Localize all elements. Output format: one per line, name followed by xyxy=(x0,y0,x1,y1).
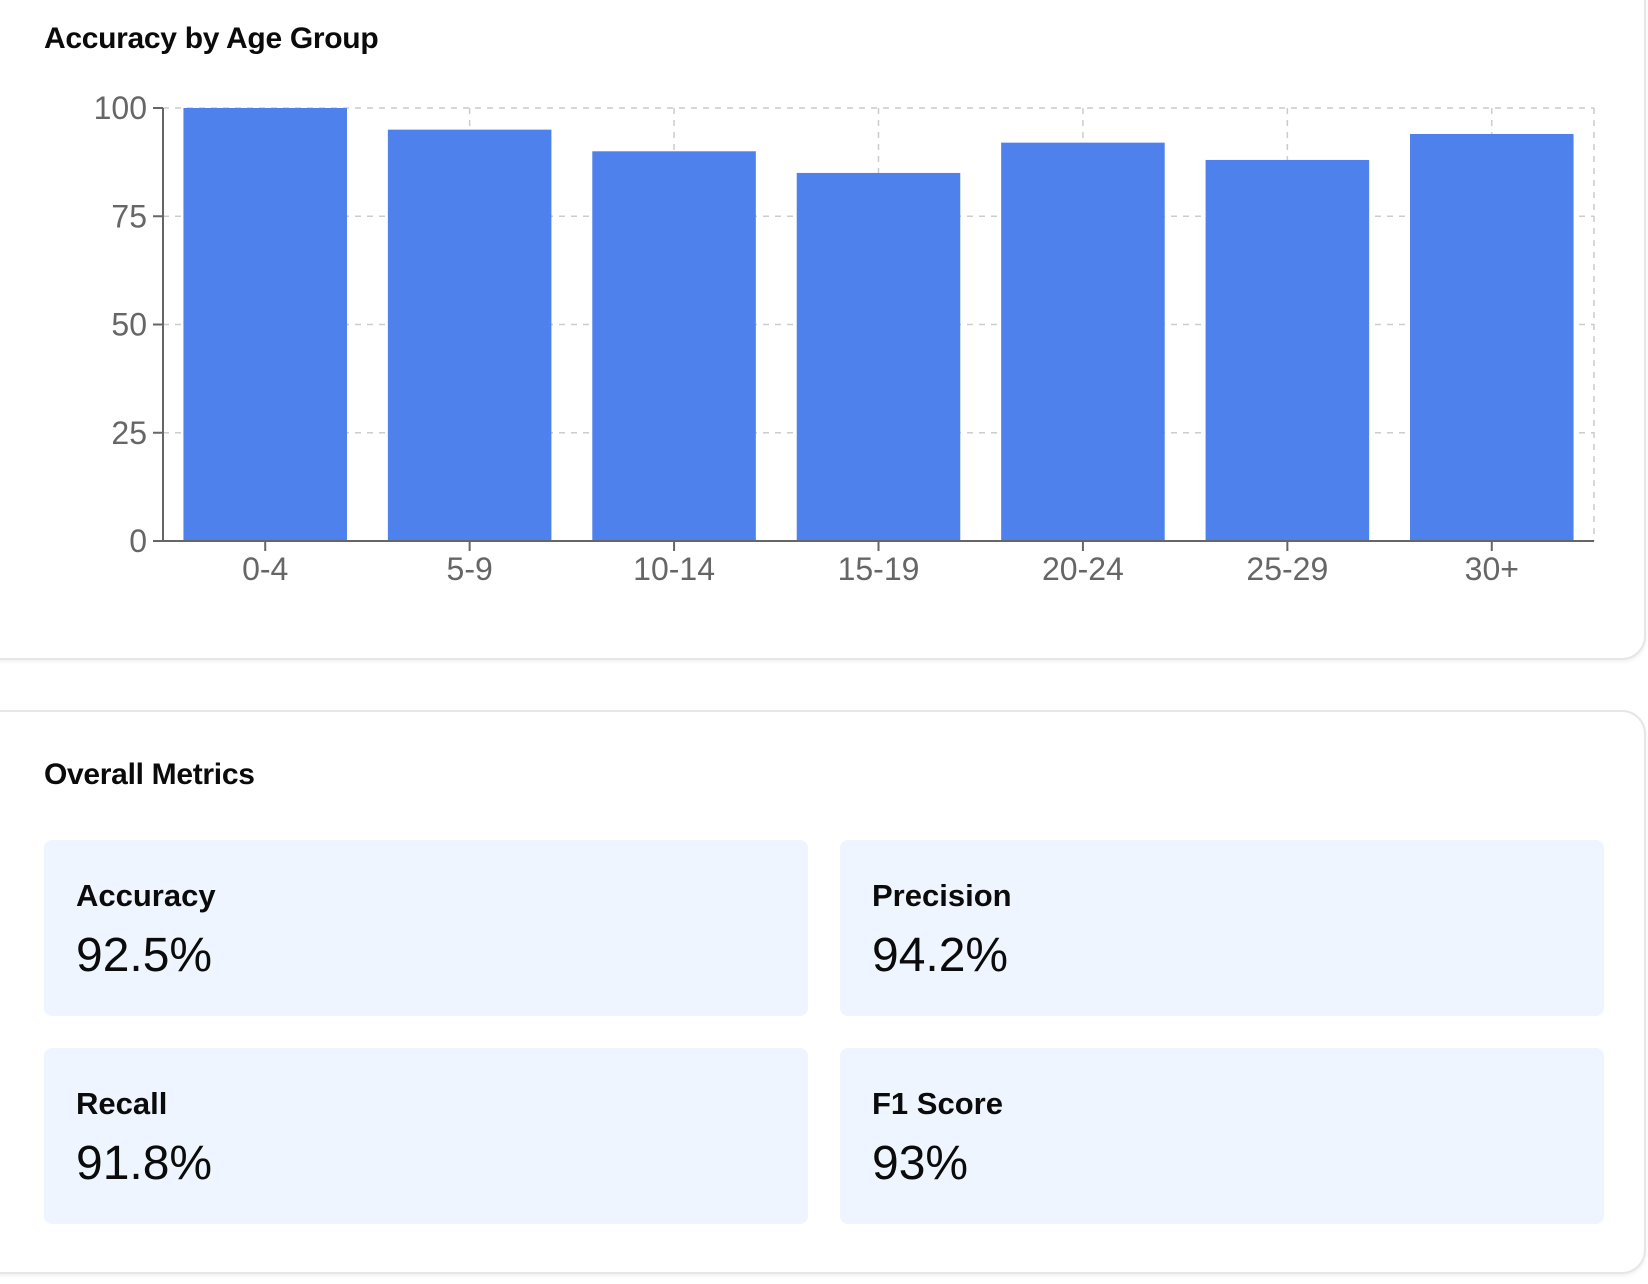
x-tick-label: 15-19 xyxy=(838,551,920,587)
metric-value: 94.2% xyxy=(872,929,1009,982)
bar-20-24 xyxy=(1001,142,1165,541)
bar-0-4 xyxy=(183,108,347,541)
y-tick-label: 100 xyxy=(94,90,147,126)
y-tick-label: 25 xyxy=(111,415,147,451)
x-tick-label: 0-4 xyxy=(242,551,288,587)
x-tick-label: 10-14 xyxy=(633,551,715,587)
metric-recall: Recall 91.8% xyxy=(44,1048,808,1224)
accuracy-bar-chart: 0 25 50 75 100 0-4 5-9 10-14 15-19 20-24 25-29 30+ xyxy=(94,90,1595,587)
y-tick-label: 50 xyxy=(111,307,147,343)
metric-precision: Precision 94.2% xyxy=(840,840,1604,1016)
chart-title: Accuracy by Age Group xyxy=(44,22,379,55)
metric-accuracy: Accuracy 92.5% xyxy=(44,840,808,1016)
metric-label: Accuracy xyxy=(76,878,216,913)
bar-5-9 xyxy=(387,129,552,541)
bar-10-14 xyxy=(592,151,756,542)
bar-25-29 xyxy=(1205,159,1370,541)
x-tick-label: 25-29 xyxy=(1246,551,1328,587)
x-tick-label: 5-9 xyxy=(447,551,493,587)
x-tick-label: 20-24 xyxy=(1042,551,1124,587)
y-tick-label: 75 xyxy=(111,198,147,234)
x-tick-label: 30+ xyxy=(1465,551,1519,587)
metric-label: F1 Score xyxy=(872,1086,1003,1121)
bar-30+ xyxy=(1410,133,1574,542)
metric-f1-score: F1 Score 93% xyxy=(840,1048,1604,1224)
metric-label: Recall xyxy=(76,1086,168,1121)
metric-value: 91.8% xyxy=(76,1137,213,1190)
metric-value: 92.5% xyxy=(76,929,213,982)
bar-15-19 xyxy=(796,172,961,541)
metric-value: 93% xyxy=(872,1137,969,1190)
metric-label: Precision xyxy=(872,878,1012,913)
metrics-title: Overall Metrics xyxy=(44,758,255,791)
y-tick-label: 0 xyxy=(129,523,147,559)
metrics-card: Overall Metrics Accuracy 92.5% Precision… xyxy=(0,710,1646,1274)
